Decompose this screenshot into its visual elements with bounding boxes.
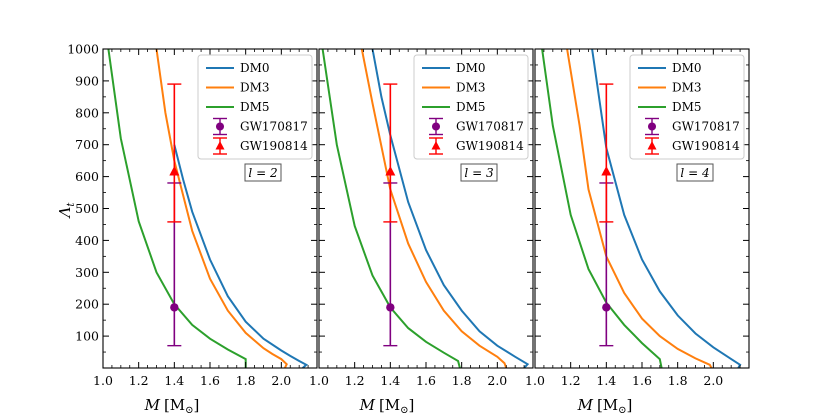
y-tick-label: 300: [75, 265, 99, 280]
legend-label-gw190814: GW190814: [456, 139, 524, 153]
series-line-dm5: [321, 49, 461, 368]
panels-group: 100 200 300 400 500 600 700 800 900 1000 1.0 1.2 1.4…: [67, 42, 750, 388]
annotation-text: l = 2: [248, 166, 277, 180]
legend-label-dm5: DM5: [672, 100, 702, 114]
legend-label-dm5: DM5: [240, 100, 270, 114]
x-tick-label: 1.0: [309, 373, 329, 388]
x-tick-label: 1.2: [561, 373, 581, 388]
legend-box: [413, 54, 529, 160]
x-axis-label-unit: [M: [597, 396, 618, 414]
gw170817-marker: [386, 303, 395, 312]
y-tick-label: 400: [75, 233, 99, 248]
x-tick-label: 1.4: [380, 373, 400, 388]
x-axis-label-unit-sub: ⊙: [618, 405, 626, 415]
legend-label-dm3: DM3: [672, 81, 702, 95]
y-tick-label: 700: [75, 137, 99, 152]
y-axis-label: Λt: [56, 202, 77, 220]
series-line-dm3: [155, 49, 288, 368]
legend-swatch-marker-gw190814: [215, 141, 225, 150]
x-tick-label: 1.6: [416, 373, 436, 388]
legend-label-gw170817: GW170817: [456, 120, 524, 134]
x-tick-label: 1.2: [345, 373, 365, 388]
y-tick-label: 1000: [67, 42, 99, 57]
x-tick-label: 1.2: [129, 373, 149, 388]
gw170817-marker: [170, 303, 179, 312]
legend-label-dm0: DM0: [672, 61, 702, 75]
legend-label-gw190814: GW190814: [672, 139, 740, 153]
series-line-dm0: [173, 144, 309, 368]
x-axis-label-unit-sub: ⊙: [400, 405, 408, 415]
x-axis-label-unit-close: ]: [627, 396, 633, 414]
y-tick-label: 800: [75, 105, 99, 120]
series-line-dm0: [371, 49, 530, 368]
panel-1: 100 200 300 400 500 600 700 800 900 1000 1.0 1.2 1.4…: [67, 42, 318, 388]
panel-3: 1.0 1.2 1.4 1.6 1.8 2.0 DM0 DM3 DM5 GW170817 GW190…: [525, 48, 750, 388]
legend-label-dm3: DM3: [240, 81, 270, 95]
legend-swatch-marker-gw170817: [648, 122, 656, 131]
y-tick-label: 500: [75, 201, 99, 216]
x-tick-label: 1.8: [452, 373, 472, 388]
gw170817-marker: [602, 303, 611, 312]
y-tick-label: 100: [75, 329, 99, 344]
legend-label-gw170817: GW170817: [240, 120, 308, 134]
x-axis-label-unit-close: ]: [409, 396, 415, 414]
gw190814-marker: [385, 165, 396, 176]
annotation-box: [676, 163, 714, 182]
x-axis-label-unit-sub: ⊙: [185, 405, 193, 415]
x-axis-label-3: M [M⊙]: [577, 396, 633, 415]
x-axis-label-2: M [M⊙]: [359, 396, 415, 415]
x-axis-label-unit: [M: [164, 396, 185, 414]
panel-2: 1.0 1.2 1.4 1.6 1.8 2.0 DM0 DM3 DM5 GW170817 GW190…: [309, 48, 534, 388]
annotation-text: l = 3: [464, 166, 494, 180]
x-tick-label: 2.0: [487, 373, 507, 388]
x-tick-label: 1.6: [632, 373, 652, 388]
y-axis-label-main: Λ: [56, 206, 74, 219]
legend-swatch-marker-gw190814: [431, 141, 441, 150]
x-tick-label: 2.0: [703, 373, 723, 388]
x-axis-label-m: M: [577, 396, 594, 414]
gw190814-marker: [601, 165, 612, 176]
legend-box: [629, 54, 745, 160]
x-tick-label: 1.6: [200, 373, 220, 388]
annotation-box: [244, 163, 282, 182]
legend-swatch-marker-gw190814: [647, 141, 657, 150]
x-axis-label-unit: [M: [379, 396, 400, 414]
y-tick-label: 900: [75, 73, 99, 88]
annotation-text: l = 4: [680, 166, 709, 180]
legend-box: [197, 54, 313, 160]
annotation-box: [460, 163, 498, 182]
series-line-dm3: [360, 49, 508, 368]
series-line-dm5: [107, 49, 247, 368]
x-axis-label-m: M: [359, 396, 376, 414]
x-axis-label-1: M [M⊙]: [144, 396, 200, 415]
legend-label-dm5: DM5: [456, 100, 486, 114]
x-tick-label: 1.4: [164, 373, 184, 388]
x-tick-label: 1.0: [93, 373, 113, 388]
legend-label-dm0: DM0: [456, 61, 486, 75]
y-tick-label: 200: [75, 297, 99, 312]
legend-swatch-marker-gw170817: [432, 122, 440, 131]
gw190814-marker: [169, 165, 180, 176]
y-axis-label-sub: t: [66, 202, 77, 207]
x-axis-label-m: M: [144, 396, 161, 414]
legend-label-dm3: DM3: [456, 81, 486, 95]
x-axis-label-unit-close: ]: [194, 396, 200, 414]
x-tick-label: 1.4: [596, 373, 616, 388]
series-line-dm0: [591, 49, 742, 368]
y-tick-label: 600: [75, 169, 99, 184]
x-tick-label: 1.0: [525, 373, 545, 388]
legend-label-dm0: DM0: [240, 61, 270, 75]
x-tick-label: 2.0: [271, 373, 291, 388]
legend-label-gw190814: GW190814: [240, 139, 308, 153]
series-line-dm3: [566, 49, 713, 368]
legend-swatch-marker-gw170817: [216, 122, 224, 131]
x-tick-label: 1.8: [236, 373, 256, 388]
legend-label-gw170817: GW170817: [672, 120, 740, 134]
x-tick-label: 1.8: [668, 373, 688, 388]
